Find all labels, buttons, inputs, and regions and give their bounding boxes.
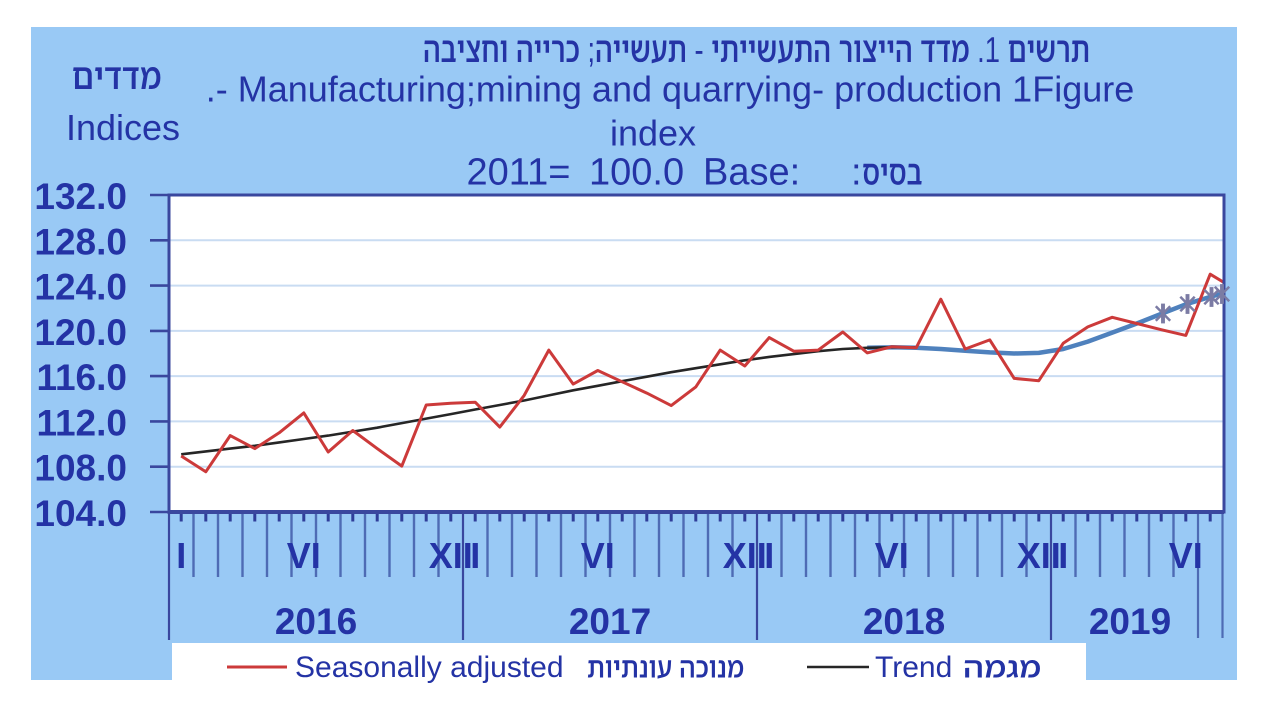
svg-text:.- Manufacturing;mining and qu: .- Manufacturing;mining and quarrying- p… [206, 69, 1135, 110]
svg-text:XII: XII [1017, 535, 1061, 576]
svg-text:124.0: 124.0 [34, 267, 127, 308]
svg-text:VI: VI [1169, 535, 1203, 576]
svg-text:I: I [176, 535, 186, 576]
svg-text:VI: VI [581, 535, 615, 576]
svg-text:Base:: Base: [703, 152, 800, 194]
svg-text:I: I [1058, 535, 1068, 576]
svg-text:VI: VI [875, 535, 909, 576]
svg-text:104.0: 104.0 [34, 493, 127, 534]
svg-text:2017: 2017 [569, 601, 651, 642]
svg-text:100.0: 100.0 [589, 152, 684, 194]
svg-text:Indices: Indices [66, 107, 180, 148]
svg-text:index: index [610, 113, 696, 154]
svg-text::: : [851, 152, 862, 194]
svg-text:VI: VI [287, 535, 321, 576]
svg-text:2011=: 2011= [467, 152, 571, 194]
svg-text:132.0: 132.0 [34, 176, 127, 217]
svg-text:I: I [470, 535, 480, 576]
svg-text:2018: 2018 [863, 601, 945, 642]
svg-text:116.0: 116.0 [36, 357, 127, 398]
svg-text:128.0: 128.0 [34, 221, 127, 262]
svg-text:2016: 2016 [275, 601, 357, 642]
svg-text:120.0: 120.0 [34, 312, 127, 353]
svg-text:I: I [764, 535, 774, 576]
svg-text:Seasonally adjusted: Seasonally adjusted [295, 651, 564, 684]
svg-text:XII: XII [429, 535, 473, 576]
svg-text:112.0: 112.0 [36, 402, 127, 443]
svg-text:XII: XII [723, 535, 767, 576]
svg-text:Trend: Trend [875, 651, 952, 684]
svg-text:108.0: 108.0 [34, 448, 127, 489]
svg-text:2019: 2019 [1089, 601, 1171, 642]
